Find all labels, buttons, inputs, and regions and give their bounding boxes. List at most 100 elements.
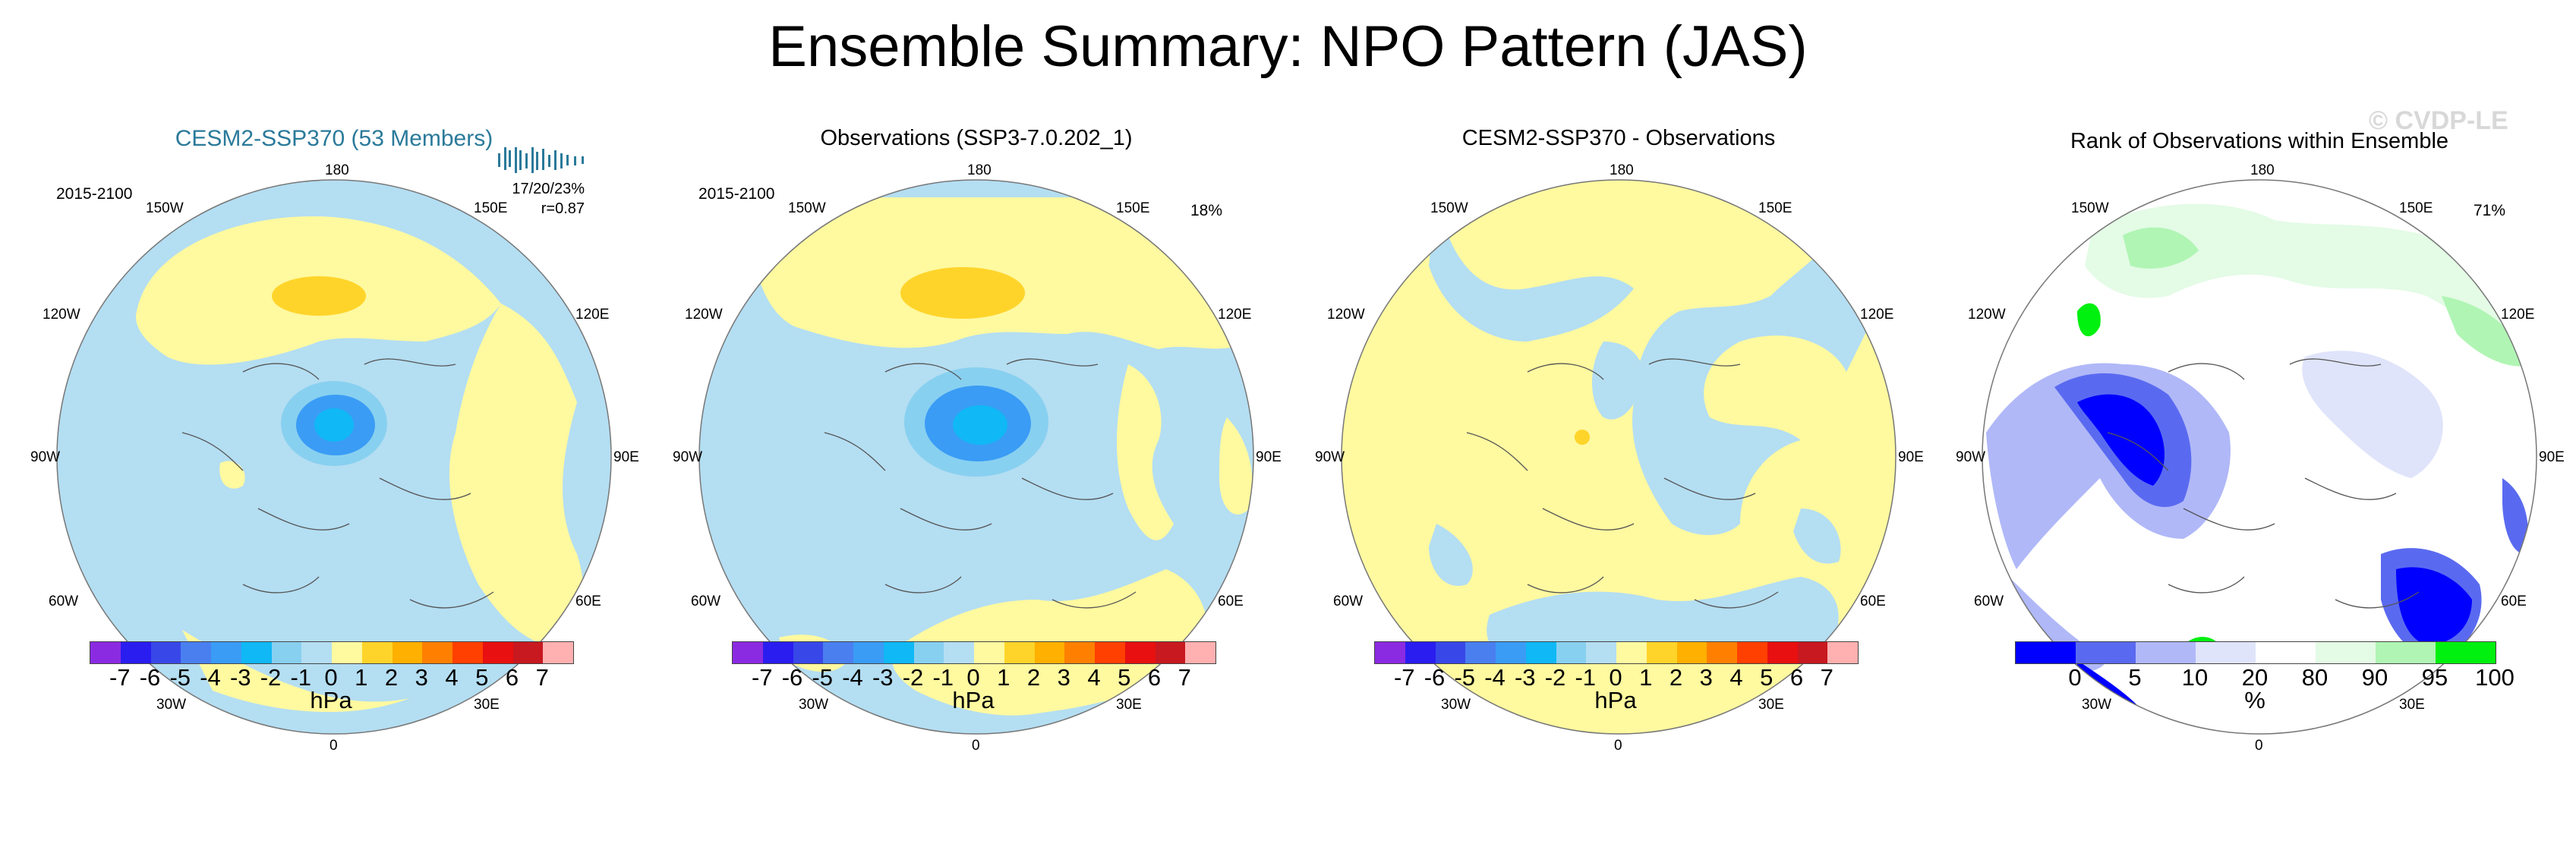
colorbar-swatch [181, 642, 211, 663]
colorbar-swatch [150, 642, 181, 663]
lon-label-120e: 120E [1218, 307, 1252, 323]
colorbar-tick-label: -6 [1424, 664, 1446, 691]
lon-label-30e: 30E [1116, 697, 1142, 713]
panel-title: CESM2-SSP370 (53 Members) [175, 126, 493, 151]
colorbar-tick-label: 1 [355, 664, 368, 691]
colorbar-ticks: 0 5 10 20 80 90 95 100 [2015, 664, 2514, 694]
lon-label-150e: 150E [474, 200, 508, 216]
colorbar-tick-label: -5 [169, 664, 191, 691]
colorbar-swatch [1064, 642, 1095, 663]
colorbar-tick-label: -7 [109, 664, 131, 691]
negative-anomaly-region [1429, 197, 1634, 342]
colorbar-swatch [543, 642, 573, 663]
rank-green-light [2085, 203, 2518, 335]
lon-label-120e: 120E [1860, 307, 1894, 323]
map-boundary [1982, 179, 2537, 735]
lon-label-150w: 150W [788, 200, 826, 216]
lon-label-90w: 90W [1956, 449, 1986, 465]
colorbar-tick-label: -7 [1393, 664, 1415, 691]
colorbar-tick-label: -1 [1575, 664, 1597, 691]
colorbar-swatch [1004, 642, 1035, 663]
lon-label-60e: 60E [2501, 594, 2527, 609]
colorbar-tick-label: 90 [2361, 664, 2388, 691]
year-range: 2015-2100 [698, 185, 775, 203]
lon-label-150w: 150W [2071, 200, 2109, 216]
colorbar-tick-label: -6 [139, 664, 161, 691]
colorbar-tick-label: -2 [1544, 664, 1566, 691]
colorbar-swatch [883, 642, 914, 663]
colorbar-tick-label: -1 [290, 664, 312, 691]
coastlines [1466, 358, 1779, 609]
colorbar-hpa [732, 641, 1216, 664]
rank-percent: 71% [2474, 202, 2506, 219]
colorbar-swatch [1797, 642, 1828, 663]
colorbar-tick-label: -7 [751, 664, 773, 691]
colorbar-swatch [392, 642, 423, 663]
colorbar-swatch [1707, 642, 1737, 663]
colorbar-hpa [1374, 641, 1859, 664]
stats-percentiles: 17/20/23% [512, 181, 585, 197]
colorbar-swatch [1405, 642, 1436, 663]
negative-anomaly-region [1429, 524, 1473, 586]
lon-label-150e: 150E [1758, 200, 1792, 216]
lon-label-90e: 90E [613, 449, 639, 465]
lon-label-180: 180 [325, 162, 349, 178]
colorbar-swatch [1676, 642, 1707, 663]
lon-label-30e: 30E [2399, 697, 2425, 713]
stats-correlation: r=0.87 [541, 200, 585, 217]
lon-label-30e: 30E [1758, 697, 1784, 713]
lon-label-60w: 60W [1333, 594, 1364, 609]
colorbar-swatch [2256, 642, 2316, 663]
colorbar-swatch [913, 642, 944, 663]
colorbar-tick-label: 1 [1639, 664, 1653, 691]
colorbar-swatch [452, 642, 483, 663]
lon-label-90w: 90W [1315, 449, 1345, 465]
colorbar-tick-label: 0 [966, 664, 980, 691]
colorbar-percent [2015, 641, 2496, 664]
lon-label-0: 0 [329, 738, 338, 754]
colorbar-swatch [1646, 642, 1677, 663]
rank-blue-strong [2396, 567, 2472, 645]
colorbar-swatch [482, 642, 513, 663]
lon-label-120w: 120W [43, 307, 80, 323]
colorbar-swatch [2136, 642, 2196, 663]
lon-label-0: 0 [972, 738, 980, 754]
colorbar-tick-label: 5 [2128, 664, 2142, 691]
colorbar-tick-label: -6 [781, 664, 803, 691]
year-range: 2015-2100 [56, 185, 133, 203]
panel-title: CESM2-SSP370 - Observations [1461, 126, 1776, 150]
colorbar-tick-label: -4 [200, 664, 221, 691]
colorbar-tick-label: -3 [872, 664, 894, 691]
lon-label-120e: 120E [2501, 307, 2535, 323]
colorbar-tick-label: 7 [1178, 664, 1191, 691]
rank-green-strong [2077, 303, 2101, 337]
colorbar-swatch [1496, 642, 1526, 663]
colorbar-tick-label: 0 [1609, 664, 1622, 691]
negative-anomaly-center [953, 405, 1007, 445]
colorbar-swatch [271, 642, 302, 663]
lon-label-60w: 60W [49, 594, 79, 609]
colorbar-hpa [90, 641, 574, 664]
colorbar-tick-label: 2 [1026, 664, 1041, 691]
colorbar-swatch [1586, 642, 1616, 663]
coastlines [181, 358, 494, 609]
colorbar-swatch [2436, 642, 2496, 663]
colorbar-swatch [2196, 642, 2256, 663]
map-boundary [1341, 179, 1897, 735]
colorbar-tick-label: 3 [1699, 664, 1713, 691]
colorbar-tick-label: -2 [902, 664, 924, 691]
lon-label-150e: 150E [2399, 200, 2433, 216]
colorbar-swatch [1465, 642, 1496, 663]
panel-rank: Rank of Observations within Ensemble 71%… [1956, 114, 2565, 847]
colorbar-swatch [2316, 642, 2376, 663]
watermark: © CVDP-LE [2369, 106, 2508, 135]
colorbar-swatch [793, 642, 824, 663]
lon-label-30w: 30W [1441, 697, 1471, 713]
negative-anomaly-region [1436, 197, 1884, 535]
colorbar-tick-label: 3 [415, 664, 428, 691]
lon-label-150w: 150W [146, 200, 184, 216]
lon-label-120w: 120W [1968, 307, 2006, 323]
positive-anomaly-region [1117, 364, 1174, 540]
lon-label-90e: 90E [1256, 449, 1282, 465]
colorbar-tick-label: 2 [1669, 664, 1683, 691]
